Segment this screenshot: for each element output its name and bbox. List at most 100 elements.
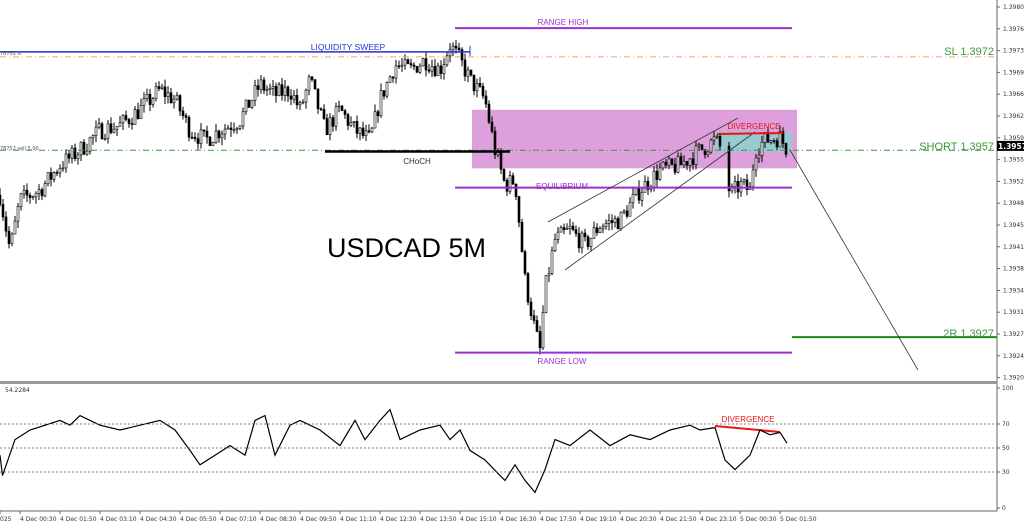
candle [505,180,509,192]
candle [223,128,227,135]
candle [292,94,296,100]
price-divergence-line [716,132,784,135]
candle [496,152,500,156]
candle [196,138,200,144]
candle [742,179,746,182]
candle [58,168,62,174]
candle [286,86,290,97]
short-label: SHORT 1.3957 [919,141,994,153]
candle [364,130,368,136]
candle [370,127,374,133]
candle [88,137,92,152]
candle [517,196,521,223]
price-tick-label: 1.39275 [1003,331,1024,338]
candle [562,227,566,230]
candle [754,157,758,171]
candle [547,273,551,276]
candle [262,79,266,91]
choch-label: CHoCH [403,157,431,166]
time-tick-label: 4 Dec 19:10 [580,516,617,523]
price-tick-label: 1.39205 [1003,375,1024,382]
candle [190,136,194,139]
candle [388,76,392,83]
candle [121,115,125,124]
candle [640,192,644,201]
divergence-zone [715,131,792,152]
candle [352,121,356,123]
candle [532,315,536,321]
time-tick-label: 4 Dec 00:30 [20,516,57,523]
time-tick-label: 4 Dec 08:30 [260,516,297,523]
rsi-tick-label: 100 [1002,385,1014,392]
candle [139,104,143,119]
candle [439,65,443,74]
candle [595,227,599,233]
candle [445,55,449,65]
candle [40,189,44,197]
candle [574,229,578,234]
candle [571,225,575,230]
current-price-tag [997,140,1024,151]
candle [760,142,764,156]
candle [616,218,620,230]
candle [322,109,326,119]
candle [13,220,17,235]
price-tick-label: 1.39240 [1003,353,1024,360]
candle [100,123,104,140]
candle [523,251,527,274]
candle [535,320,539,332]
candle [301,101,305,104]
candle [730,186,734,192]
candle [259,79,263,90]
candle [715,135,719,138]
candle [757,155,761,159]
price-tick-label: 1.39730 [1003,48,1024,55]
candle [256,85,260,90]
candle [769,140,773,143]
candle [85,150,89,155]
candle [376,111,380,117]
candle [424,58,428,71]
candle [82,141,86,155]
order-sl-tag: 78752 sl [0,51,22,57]
candle [697,144,701,147]
candle [133,109,137,125]
candle [466,69,470,77]
candle [367,130,371,133]
rsi-divergence-label: DIVERGENCE [722,415,775,424]
candle [79,141,83,156]
candle [217,130,221,139]
equilibrium-label: EQUILIBRIUM [536,182,588,191]
time-tick-label: 4 Dec 13:50 [420,516,457,523]
candle [427,69,431,72]
candle [694,145,698,165]
candle [316,88,320,110]
candle [682,161,686,166]
candle [193,136,197,139]
candle [127,119,131,124]
candle [220,133,224,139]
candle [214,130,218,143]
panel-separator [0,381,997,384]
candle [61,167,65,170]
time-tick-label: 4 Dec 21:50 [660,516,697,523]
candle [70,147,74,159]
candle [691,158,695,165]
candle [457,47,461,50]
candle [493,131,497,156]
price-tick-label: 1.39625 [1003,113,1024,120]
channel-lower-line [564,131,756,271]
candle [703,149,707,155]
rsi-tick-label: 0 [1002,505,1006,512]
candle [328,117,332,136]
time-tick-label: 4 Dec 15:10 [460,516,497,523]
candle [226,127,230,130]
candle [667,158,671,166]
candle [340,105,344,111]
candle [163,86,167,97]
candle [622,210,626,213]
price-tick-label: 1.39485 [1003,200,1024,207]
candle [454,45,458,49]
candle [394,65,398,79]
candle [112,128,116,133]
